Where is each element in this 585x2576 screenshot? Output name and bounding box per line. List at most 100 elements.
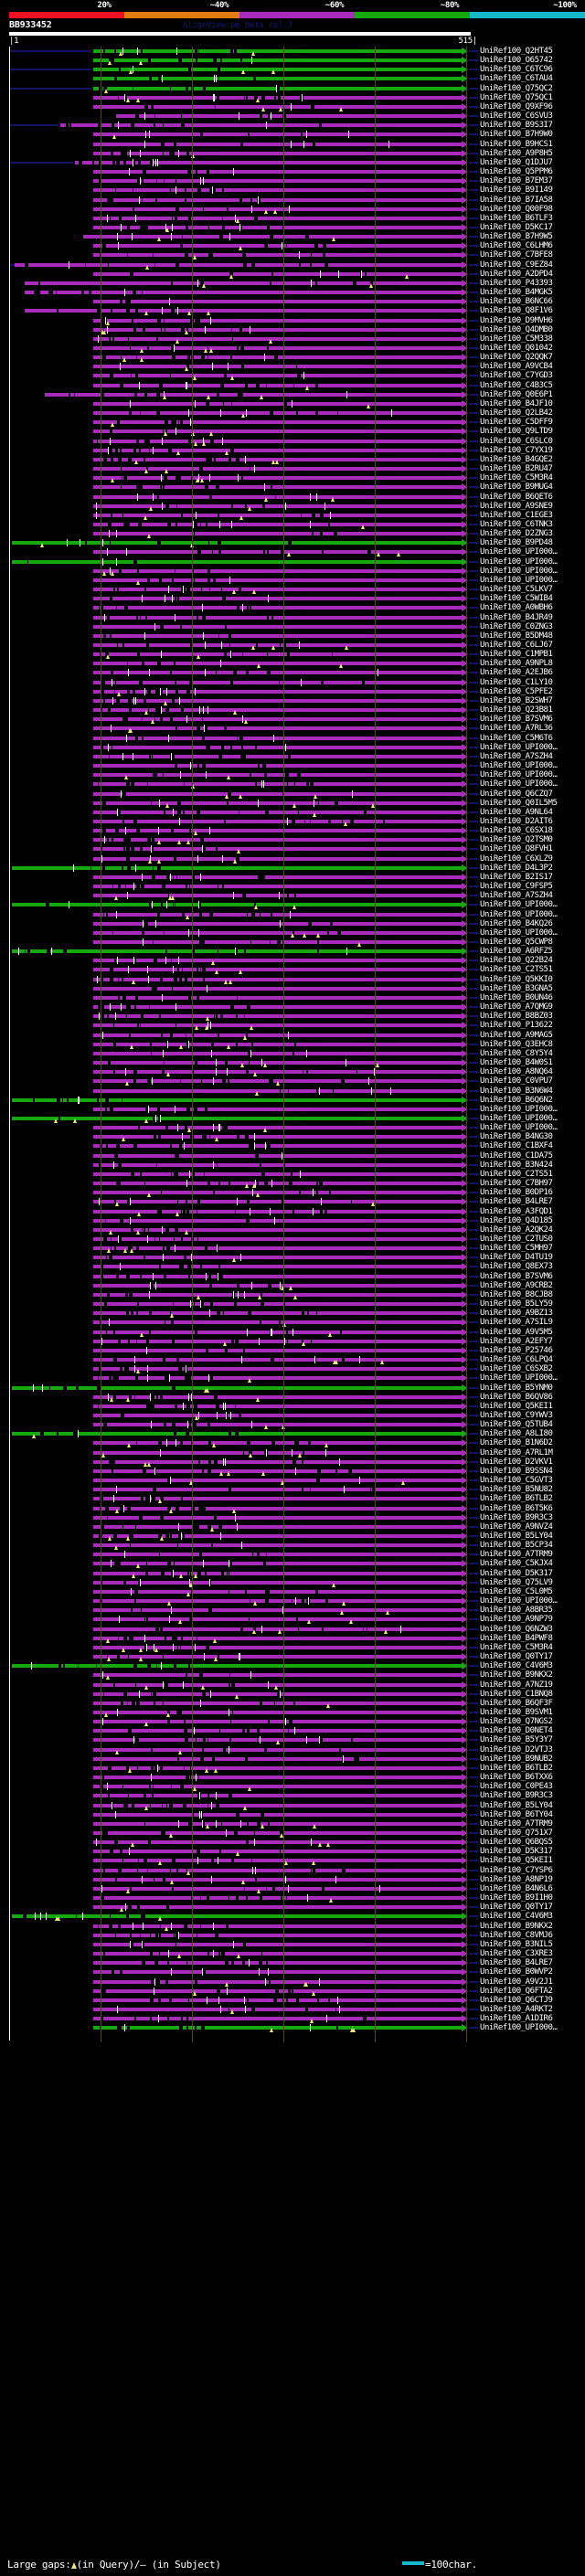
hit-label[interactable]: UniRef100_A2EJB6: [480, 668, 553, 678]
hsp-bar[interactable]: [93, 1720, 462, 1724]
hsp-bar[interactable]: [93, 1608, 462, 1613]
alignment-row[interactable]: UniRef100_Q01042: [0, 344, 585, 353]
hit-label[interactable]: UniRef100_B5LY04: [480, 1800, 553, 1810]
hit-label[interactable]: UniRef100_A7RL1M: [480, 1447, 553, 1458]
hsp-bar[interactable]: [93, 216, 462, 220]
hit-label[interactable]: UniRef100_A3FQD1: [480, 1206, 553, 1216]
hsp-bar[interactable]: [12, 559, 462, 564]
alignment-row[interactable]: UniRef100_B9S3I7: [0, 121, 585, 130]
alignment-row[interactable]: UniRef100_C1BNQ8: [0, 1690, 585, 1699]
alignment-row[interactable]: UniRef100_C6TAU4: [0, 74, 585, 83]
hsp-bar[interactable]: [93, 578, 462, 582]
hit-label[interactable]: UniRef100_A2EFY7: [480, 1336, 553, 1346]
alignment-row[interactable]: UniRef100_P43393: [0, 279, 585, 288]
hsp-bar[interactable]: [93, 58, 462, 63]
hsp-bar[interactable]: [12, 1385, 462, 1390]
alignment-row[interactable]: UniRef100_C1LY10: [0, 678, 585, 687]
alignment-row[interactable]: UniRef100_A9VCB4: [0, 362, 585, 372]
hit-label[interactable]: UniRef100_B9R3C3: [480, 1512, 553, 1522]
hit-label[interactable]: UniRef100_D2VKV1: [480, 1457, 553, 1467]
hit-label[interactable]: UniRef100_P25746: [480, 1345, 553, 1355]
hit-label[interactable]: UniRef100_Q5CWP8: [480, 938, 553, 947]
hsp-bar[interactable]: [93, 1218, 462, 1223]
alignment-row[interactable]: UniRef100_UPI000…: [0, 1105, 585, 1114]
alignment-row[interactable]: UniRef100_B9NKX2: [0, 1922, 585, 1931]
hit-label[interactable]: UniRef100_Q75QC2: [480, 83, 553, 93]
hit-label[interactable]: UniRef100_B9S3I7: [480, 121, 553, 131]
hit-label[interactable]: UniRef100_B6Q6N2: [480, 1095, 553, 1105]
hsp-bar[interactable]: [93, 1182, 462, 1186]
hit-label[interactable]: UniRef100_B9SSN4: [480, 1466, 553, 1476]
hsp-bar[interactable]: [93, 1394, 462, 1399]
hsp-bar[interactable]: [93, 1998, 462, 2002]
alignment-row[interactable]: UniRef100_Q7NGS2: [0, 1717, 585, 1727]
hit-label[interactable]: UniRef100_D0NET4: [480, 1726, 553, 1736]
hsp-bar[interactable]: [93, 1014, 462, 1019]
alignment-row[interactable]: UniRef100_UPI000…: [0, 910, 585, 919]
alignment-row[interactable]: UniRef100_D5K317: [0, 1847, 585, 1857]
hsp-bar[interactable]: [93, 513, 462, 517]
hit-label[interactable]: UniRef100_C6LHM6: [480, 241, 553, 251]
hsp-bar[interactable]: [93, 1831, 462, 1835]
hit-label[interactable]: UniRef100_A9V2J1: [480, 1977, 553, 1987]
alignment-row[interactable]: UniRef100_B3N424: [0, 1161, 585, 1170]
hsp-bar[interactable]: [93, 745, 462, 749]
alignment-row[interactable]: UniRef100_A9NVZ4: [0, 1522, 585, 1532]
alignment-row[interactable]: UniRef100_B2RU47: [0, 464, 585, 474]
hit-label[interactable]: UniRef100_Q0IL5M5: [480, 798, 558, 808]
hsp-bar[interactable]: [93, 1459, 462, 1464]
hit-label[interactable]: UniRef100_B7EM37: [480, 176, 553, 186]
hsp-bar[interactable]: [93, 633, 462, 638]
hsp-bar[interactable]: [93, 894, 462, 898]
alignment-row[interactable]: UniRef100_A7SZH4: [0, 752, 585, 761]
alignment-row[interactable]: UniRef100_C5DFF9: [0, 418, 585, 428]
alignment-row[interactable]: UniRef100_Q75QC2: [0, 84, 585, 93]
alignment-row[interactable]: UniRef100_C6SXB2: [0, 1364, 585, 1374]
hsp-bar[interactable]: [93, 1794, 462, 1798]
hsp-bar[interactable]: [93, 959, 462, 963]
alignment-row[interactable]: UniRef100_B0UN46: [0, 993, 585, 1002]
hit-label[interactable]: UniRef100_UPI000…: [480, 742, 558, 752]
hit-label[interactable]: UniRef100_B3GNA5: [480, 983, 553, 993]
alignment-row[interactable]: UniRef100_B5NU82: [0, 1485, 585, 1494]
hit-label[interactable]: UniRef100_A9V5M5: [480, 1327, 553, 1337]
hsp-bar[interactable]: [93, 1348, 462, 1352]
alignment-row[interactable]: UniRef100_C2TS51: [0, 965, 585, 975]
alignment-row[interactable]: UniRef100_B4KQ26: [0, 919, 585, 928]
hsp-bar[interactable]: [93, 1468, 462, 1473]
hit-label[interactable]: UniRef100_C1DA75: [480, 1150, 553, 1161]
alignment-row[interactable]: UniRef100_C4B3C5: [0, 381, 585, 390]
alignment-row[interactable]: UniRef100_B7EM37: [0, 176, 585, 186]
hit-label[interactable]: UniRef100_A8NQ64: [480, 1067, 553, 1077]
hsp-bar[interactable]: [93, 597, 462, 601]
hsp-bar[interactable]: [93, 318, 462, 323]
alignment-row[interactable]: UniRef100_Q5CWP8: [0, 938, 585, 947]
hit-label[interactable]: UniRef100_A7NZ19: [480, 1680, 553, 1690]
hit-label[interactable]: UniRef100_Q6CTJ9: [480, 1995, 553, 2005]
hit-label[interactable]: UniRef100_B5YNM0: [480, 1383, 553, 1393]
alignment-row[interactable]: UniRef100_D4TU19: [0, 1253, 585, 1263]
hit-label[interactable]: UniRef100_C5M338: [480, 334, 553, 344]
alignment-row[interactable]: UniRef100_Q22B24: [0, 956, 585, 966]
hit-label[interactable]: UniRef100_B4MGK5: [480, 288, 553, 298]
hsp-bar[interactable]: [93, 912, 462, 917]
hsp-bar[interactable]: [116, 114, 462, 119]
hsp-bar[interactable]: [93, 1070, 462, 1075]
hit-label[interactable]: UniRef100_Q0TY17: [480, 1903, 553, 1913]
hsp-bar[interactable]: [93, 467, 462, 472]
hsp-bar[interactable]: [93, 1812, 462, 1817]
alignment-row[interactable]: UniRef100_C0PE43: [0, 1782, 585, 1792]
alignment-row[interactable]: UniRef100_C1BXF4: [0, 1141, 585, 1150]
hit-label[interactable]: UniRef100_A9NPL8: [480, 659, 553, 669]
hsp-bar[interactable]: [93, 1747, 462, 1752]
hit-label[interactable]: UniRef100_C6SVU3: [480, 111, 553, 122]
hit-label[interactable]: UniRef100_B4NG30: [480, 1132, 553, 1142]
alignment-row[interactable]: UniRef100_UPI000…: [0, 743, 585, 752]
hit-label[interactable]: UniRef100_P13622: [480, 1021, 553, 1031]
hsp-bar[interactable]: [93, 1701, 462, 1705]
alignment-row[interactable]: UniRef100_C3XRE3: [0, 1949, 585, 1959]
hsp-bar[interactable]: [93, 1979, 462, 1984]
alignment-row[interactable]: UniRef100_C6LJ67: [0, 641, 585, 650]
hit-label[interactable]: UniRef100_B0UN46: [480, 992, 553, 1002]
alignment-row[interactable]: UniRef100_Q2TSM0: [0, 835, 585, 845]
